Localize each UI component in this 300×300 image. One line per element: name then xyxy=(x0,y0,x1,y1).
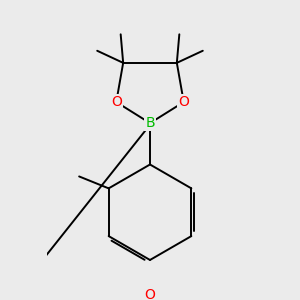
Text: O: O xyxy=(145,288,155,300)
Text: O: O xyxy=(178,95,189,109)
Text: O: O xyxy=(111,95,122,109)
Text: B: B xyxy=(145,116,155,130)
